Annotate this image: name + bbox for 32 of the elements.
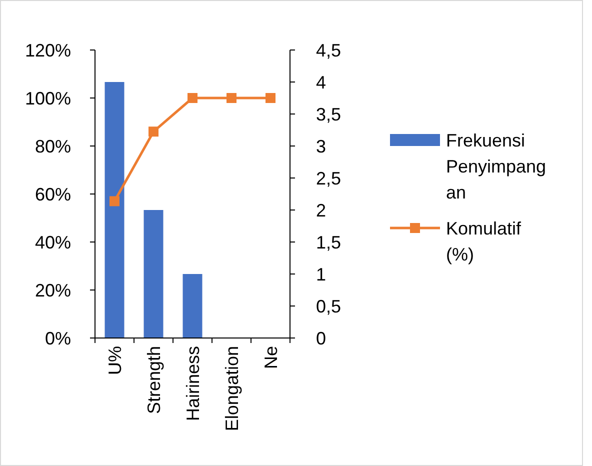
y2-tick-label: 2 — [316, 200, 326, 220]
x-tick-label: Strength — [144, 346, 164, 414]
x-tick-label: Hairiness — [182, 346, 203, 422]
y2-tick-label: 1,5 — [316, 232, 342, 252]
point — [266, 93, 276, 103]
y2-tick-label: 0,5 — [316, 296, 342, 316]
y2-tick-label: 4,5 — [316, 40, 342, 60]
y2-tick-label: 4 — [316, 72, 326, 92]
point — [110, 196, 120, 206]
y-tick-label: 100% — [24, 88, 71, 108]
legend-label: Komulatif (%) — [446, 218, 522, 264]
y-tick-label: 120% — [24, 40, 71, 60]
y-tick-label: 20% — [34, 280, 71, 300]
y2-tick-label: 0 — [316, 328, 326, 348]
y2-tick-label: 2,5 — [316, 168, 342, 188]
bar — [182, 274, 202, 338]
bar — [144, 210, 164, 338]
point — [188, 93, 198, 103]
x-tick-label: U% — [104, 346, 125, 376]
point — [148, 126, 158, 137]
y2-tick-label: 3 — [316, 136, 326, 156]
x-tick-label: Elongation — [222, 346, 242, 432]
bar — [104, 82, 124, 338]
point — [226, 93, 236, 103]
y-tick-label: 0% — [44, 328, 71, 348]
x-tick-label: Ne — [260, 346, 281, 370]
legend-label: Frekuensi Penyimpangan — [446, 130, 546, 202]
y2-tick-label: 3,5 — [316, 104, 342, 124]
y-tick-label: 60% — [34, 184, 71, 204]
y-tick-label: 80% — [34, 136, 71, 156]
y2-tick-label: 1 — [316, 264, 326, 284]
y-tick-label: 40% — [34, 232, 71, 252]
